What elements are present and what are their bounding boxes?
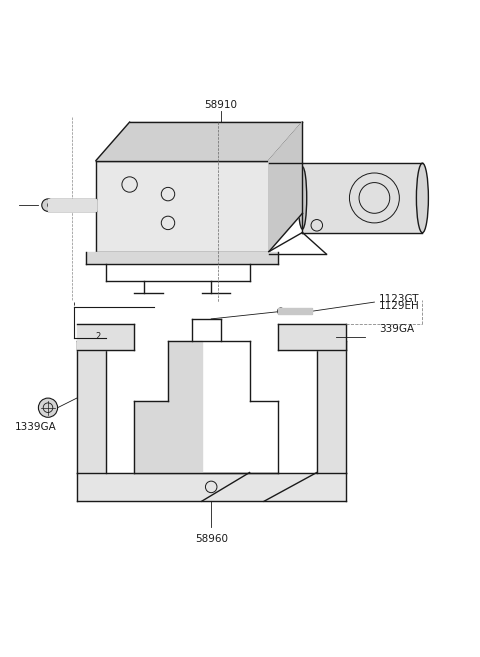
Polygon shape	[96, 122, 302, 160]
Text: 1123GT: 1123GT	[379, 294, 420, 304]
Text: 58910: 58910	[204, 100, 237, 110]
Text: 58960: 58960	[195, 534, 228, 544]
Polygon shape	[269, 122, 302, 252]
Polygon shape	[278, 324, 346, 350]
Text: 1339GA: 1339GA	[14, 422, 56, 432]
Polygon shape	[77, 340, 106, 472]
Text: 339GA: 339GA	[379, 323, 414, 334]
Ellipse shape	[416, 163, 428, 233]
Circle shape	[38, 398, 58, 417]
Polygon shape	[302, 163, 422, 233]
Polygon shape	[77, 324, 134, 350]
Polygon shape	[317, 340, 346, 472]
Polygon shape	[86, 252, 278, 263]
Polygon shape	[278, 308, 312, 314]
Text: 1129EH: 1129EH	[379, 302, 420, 311]
Circle shape	[321, 329, 336, 344]
Circle shape	[42, 199, 54, 212]
Polygon shape	[134, 340, 202, 472]
Polygon shape	[96, 160, 269, 252]
Circle shape	[277, 308, 284, 315]
Text: 2: 2	[96, 332, 101, 341]
Polygon shape	[77, 472, 346, 501]
Ellipse shape	[298, 167, 307, 229]
Polygon shape	[48, 199, 96, 211]
